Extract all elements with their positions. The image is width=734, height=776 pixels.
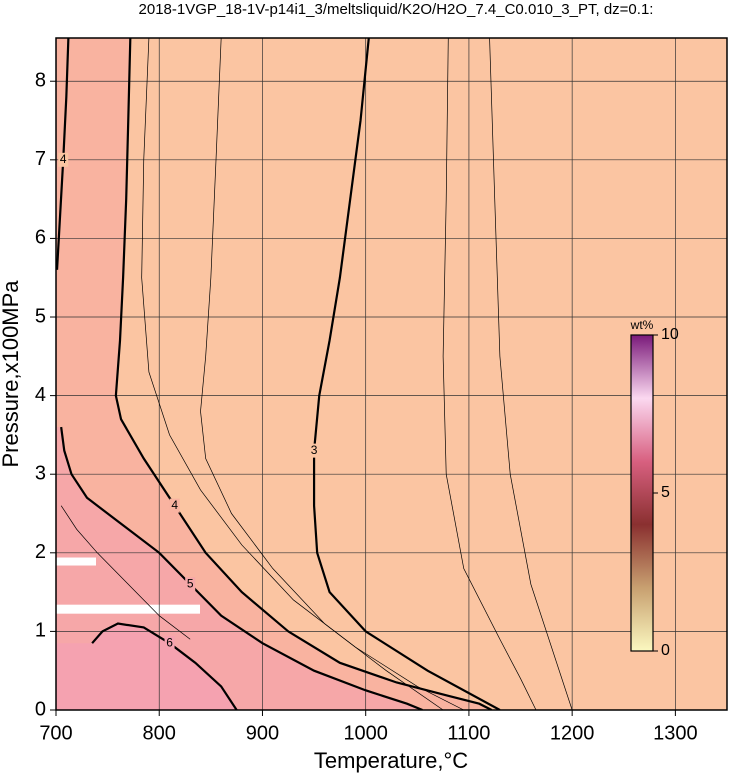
x-tick-label: 1100 <box>447 722 490 744</box>
contour-fill <box>56 623 237 710</box>
contour-fill <box>56 38 492 710</box>
contour-line <box>442 38 537 710</box>
contour-label: 5 <box>187 576 194 590</box>
contour-line <box>489 38 573 710</box>
contour-label: 4 <box>60 152 67 166</box>
missing-band <box>56 557 96 566</box>
y-tick-label: 7 <box>35 148 46 170</box>
plot-frame <box>55 37 728 711</box>
plot-area: 3 4 4 5 6 <box>56 38 727 710</box>
y-tick-label: 3 <box>35 462 46 484</box>
y-tick-label: 8 <box>35 70 46 92</box>
contour-line <box>91 622 238 710</box>
contour-label-bg <box>185 577 196 592</box>
y-tick-label: 1 <box>35 620 46 642</box>
colorbar-label: wt% <box>630 318 654 332</box>
x-tick-label: 700 <box>39 722 72 744</box>
x-tick-label: 1000 <box>343 722 388 744</box>
contour-label: 3 <box>311 443 318 457</box>
x-tick-label: 800 <box>143 722 176 744</box>
y-tick-label: 4 <box>35 384 46 406</box>
contour-label: 4 <box>171 498 178 512</box>
missing-band <box>56 604 200 614</box>
colorbar <box>630 334 654 652</box>
contour-label-bg <box>58 152 69 167</box>
x-tick-label: 900 <box>246 722 279 744</box>
colorbar-tick-label: 5 <box>661 484 670 501</box>
x-tick-label: 1300 <box>653 722 698 744</box>
colorbar-tick-label: 0 <box>661 642 670 659</box>
y-axis-title: Pressure,x100MPa <box>0 280 23 468</box>
y-tick-label: 0 <box>35 698 46 720</box>
x-tick-label: 1200 <box>550 722 595 744</box>
contour-label-bg <box>309 443 320 458</box>
y-tick-label: 2 <box>35 541 46 563</box>
contour-label: 6 <box>166 635 173 649</box>
colorbar-tick-label: 10 <box>661 326 679 343</box>
contour-line <box>60 505 191 640</box>
contour-label-bg <box>169 498 180 513</box>
y-tick-label: 6 <box>35 227 46 249</box>
x-axis-title: Temperature,°C <box>314 748 468 773</box>
contour-line <box>141 38 464 710</box>
contour-label-bg <box>164 636 175 651</box>
chart-title: 2018-1VGP_18-1V-p14i1_3/meltsliquid/K2O/… <box>139 1 654 18</box>
y-tick-label: 5 <box>35 305 46 327</box>
